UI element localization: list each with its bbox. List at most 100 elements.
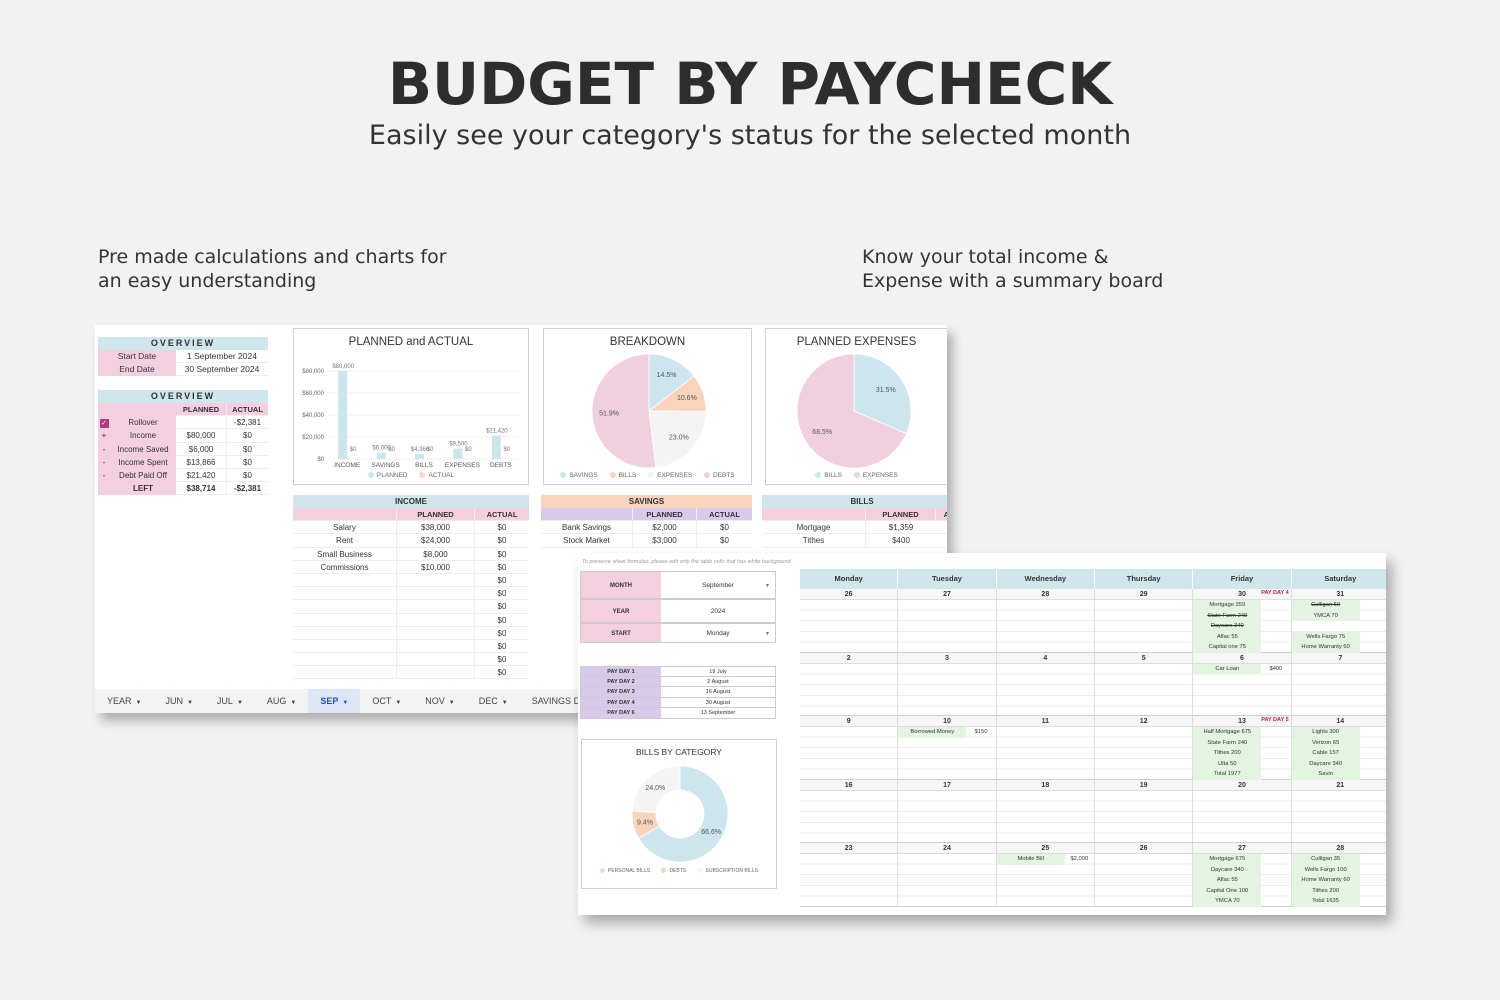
income-cell-actual[interactable]: $0 bbox=[497, 575, 507, 585]
calendar-entry[interactable]: YMCA 70 bbox=[1291, 610, 1386, 622]
end-date-value[interactable]: 30 September 2024 bbox=[176, 363, 268, 376]
calendar-entry[interactable]: Capital one 75 bbox=[1193, 642, 1290, 653]
income-cell-planned[interactable] bbox=[397, 600, 475, 613]
income-cell-actual[interactable]: $0 bbox=[497, 668, 507, 678]
bills-cell-planned[interactable]: $400 bbox=[892, 536, 910, 546]
calendar-day[interactable]: 26 bbox=[800, 589, 899, 652]
calendar-entry[interactable]: Car Loan $400 bbox=[1193, 663, 1290, 675]
savings-cell-actual[interactable]: $0 bbox=[720, 523, 729, 533]
income-cell-planned[interactable] bbox=[397, 626, 475, 639]
income-cell-planned[interactable] bbox=[397, 613, 475, 626]
income-cell-actual[interactable]: $0 bbox=[497, 589, 507, 599]
savings-cell-name[interactable]: Bank Savings bbox=[541, 521, 633, 534]
calendar-entry[interactable]: State Farm 240 bbox=[1193, 737, 1290, 749]
income-cell-name[interactable] bbox=[293, 613, 397, 626]
income-cell-name[interactable] bbox=[293, 626, 397, 639]
income-cell-actual[interactable]: $0 bbox=[497, 641, 507, 651]
row-sign[interactable]: ✓ bbox=[98, 416, 110, 430]
calendar-day[interactable]: 14 Lights 300 Verizon 65 Cable 157 Daycare 3… bbox=[1291, 716, 1386, 780]
tab-sep[interactable]: SEP ▼ bbox=[308, 689, 361, 713]
calendar-day[interactable]: 25 Mobile Bill $2,000 bbox=[996, 843, 1095, 906]
income-cell-actual[interactable]: $0 bbox=[497, 628, 507, 638]
income-cell-planned[interactable] bbox=[397, 587, 475, 600]
calendar-entry[interactable]: Tithes 200 bbox=[1193, 748, 1290, 759]
calendar-entry[interactable]: Mortgage 359 bbox=[1193, 600, 1290, 611]
income-cell-planned[interactable] bbox=[397, 666, 475, 679]
pay-day-value[interactable]: 19 July bbox=[709, 669, 727, 675]
income-cell-actual[interactable]: $0 bbox=[497, 562, 507, 572]
calendar-entry[interactable]: Culligan 50 bbox=[1291, 600, 1386, 611]
income-cell-name[interactable]: Rent bbox=[293, 534, 397, 547]
calendar-entry[interactable]: Daycare 340 bbox=[1193, 621, 1290, 632]
year-input[interactable]: 2024 bbox=[710, 608, 726, 615]
start-date-value[interactable]: 1 September 2024 bbox=[176, 350, 268, 363]
income-cell-actual[interactable]: $0 bbox=[497, 549, 507, 559]
calendar-day[interactable]: 7 bbox=[1291, 652, 1386, 715]
tab-jun[interactable]: JUN ▼ bbox=[153, 689, 204, 713]
income-cell-actual[interactable]: $0 bbox=[497, 523, 507, 533]
month-select[interactable]: September ▼ bbox=[661, 572, 775, 598]
income-cell-name[interactable] bbox=[293, 639, 397, 653]
calendar-entry[interactable]: Cable 157 bbox=[1291, 748, 1386, 759]
calendar-entry[interactable]: Lights 300 bbox=[1291, 727, 1386, 738]
calendar-entry[interactable]: Half Mortgage 675 bbox=[1193, 727, 1290, 738]
calendar-entry[interactable]: Mobile Bill $2,000 bbox=[996, 854, 1094, 865]
income-cell-name[interactable] bbox=[293, 587, 397, 600]
calendar-entry[interactable]: Borrowed Money $150 bbox=[898, 727, 995, 738]
savings-cell-name[interactable]: Stock Market bbox=[541, 534, 633, 547]
calendar-entry[interactable]: Verizon 65 bbox=[1291, 737, 1386, 749]
income-cell-actual[interactable]: $0 bbox=[497, 602, 507, 612]
calendar-day[interactable]: 30 PAY DAY 4 Mortgage 359 State Farm 240 Day… bbox=[1193, 589, 1292, 653]
calendar-entry[interactable]: Total 1635 bbox=[1291, 896, 1386, 907]
savings-cell-planned[interactable]: $2,000 bbox=[633, 521, 697, 534]
calendar-entry[interactable]: Home Warranty 60 bbox=[1291, 642, 1386, 653]
calendar-day[interactable]: 13 PAY DAY 5 Half Mortgage 675 State Farm 2… bbox=[1193, 716, 1292, 780]
calendar-day[interactable]: 3 bbox=[898, 652, 997, 715]
pay-day-value[interactable]: 2 August bbox=[707, 678, 729, 685]
calendar-entry[interactable]: Aflac 55 bbox=[1193, 631, 1290, 643]
calendar-day[interactable]: 26 bbox=[1094, 843, 1194, 906]
calendar-day[interactable]: 18 bbox=[996, 779, 1095, 842]
income-cell-planned[interactable]: $38,000 bbox=[397, 521, 475, 534]
calendar-day[interactable]: 19 bbox=[1094, 779, 1194, 842]
tab-nov[interactable]: NOV ▼ bbox=[413, 689, 466, 713]
calendar-day[interactable]: 6 Car Loan $400 bbox=[1193, 652, 1292, 715]
income-cell-name[interactable] bbox=[293, 573, 397, 587]
pay-day-value[interactable]: 30 August bbox=[705, 699, 731, 706]
tab-jul[interactable]: JUL ▼ bbox=[205, 689, 255, 713]
income-cell-planned[interactable] bbox=[397, 573, 475, 587]
calendar-entry[interactable]: Daycare 340 bbox=[1291, 758, 1386, 770]
income-cell-actual[interactable]: $0 bbox=[497, 655, 507, 665]
calendar-day[interactable]: 31 Culligan 50 YMCA 70 Wells Fargo 75 Home W… bbox=[1291, 589, 1386, 653]
calendar-entry[interactable]: YMCA 70 bbox=[1193, 896, 1290, 907]
calendar-day[interactable]: 28 Culligan 35 Wells Fargo 100 Home Warrant… bbox=[1291, 843, 1386, 907]
calendar-entry[interactable]: Aflac 55 bbox=[1193, 875, 1290, 886]
calendar-entry[interactable]: Home Warranty 60 bbox=[1291, 875, 1386, 886]
income-cell-actual[interactable]: $0 bbox=[497, 615, 507, 625]
income-cell-name[interactable]: Commissions bbox=[293, 560, 397, 573]
calendar-day[interactable]: 16 bbox=[800, 779, 899, 842]
calendar-day[interactable]: 29 bbox=[1094, 589, 1194, 652]
rollover-checkbox[interactable]: ✓ bbox=[99, 418, 109, 428]
income-cell-planned[interactable]: $10,000 bbox=[397, 560, 475, 573]
calendar-day[interactable]: 27 bbox=[898, 589, 997, 652]
calendar-day[interactable]: 27 Mortgage 675 Daycare 340 Aflac 55 Capital… bbox=[1193, 843, 1292, 907]
income-cell-planned[interactable] bbox=[397, 653, 475, 666]
calendar-day[interactable]: 9 bbox=[800, 716, 899, 779]
calendar-entry[interactable]: Savin bbox=[1291, 769, 1386, 780]
calendar-day[interactable]: 21 bbox=[1291, 779, 1386, 842]
calendar-entry[interactable]: Tithes 200 bbox=[1291, 885, 1386, 897]
calendar-day[interactable]: 2 bbox=[800, 652, 899, 715]
start-select[interactable]: Monday ▼ bbox=[661, 624, 775, 642]
income-cell-planned[interactable]: $8,000 bbox=[397, 547, 475, 560]
calendar-entry[interactable]: Ulta 50 bbox=[1193, 758, 1290, 770]
calendar-day[interactable]: 20 bbox=[1193, 779, 1292, 842]
calendar-entry[interactable]: Culligan 35 bbox=[1291, 854, 1386, 865]
income-cell-name[interactable]: Small Business bbox=[293, 547, 397, 560]
savings-cell-planned[interactable]: $3,000 bbox=[633, 534, 697, 547]
calendar-day[interactable]: 24 bbox=[898, 843, 997, 906]
income-cell-name[interactable] bbox=[293, 600, 397, 613]
calendar-day[interactable]: 10 Borrowed Money $150 bbox=[898, 716, 997, 779]
calendar-entry[interactable]: Wells Fargo 75 bbox=[1291, 631, 1386, 643]
income-cell-name[interactable]: Salary bbox=[293, 521, 397, 534]
